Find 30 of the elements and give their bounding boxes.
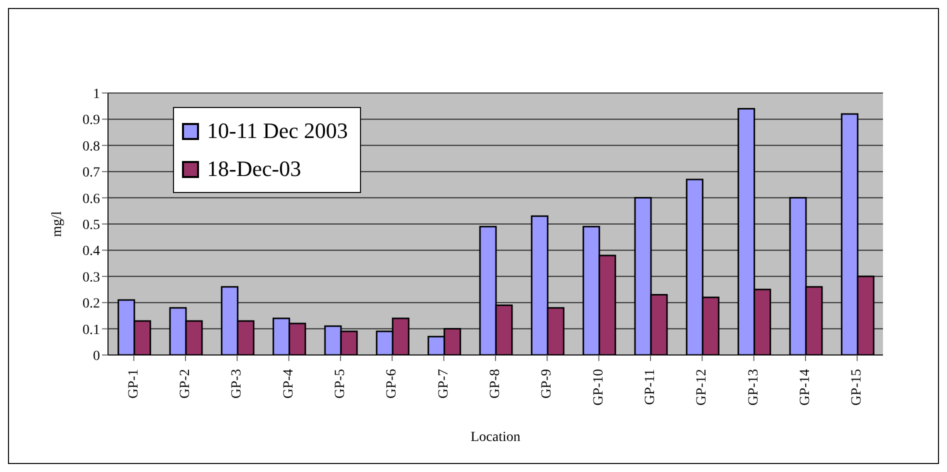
y-tick-label: 0 (93, 348, 100, 364)
x-tick-label: GP-5 (333, 369, 348, 399)
x-tick-label: GP-1 (126, 369, 142, 399)
y-tick-label: 0.3 (82, 270, 100, 286)
x-tick-label: GP-8 (488, 369, 503, 399)
x-tick-label: GP-4 (281, 369, 296, 399)
y-tick-label: 0.8 (82, 139, 100, 154)
x-tick-label: GP-13 (746, 369, 762, 406)
y-tick-label: 1 (93, 86, 100, 102)
x-tick-label: GP-11 (643, 369, 658, 406)
y-axis-title: mg/l (50, 211, 65, 237)
legend-label: 10-11 Dec 2003 (207, 117, 348, 145)
y-tick-label: 0.7 (82, 166, 100, 181)
y-tick-label: 0.1 (82, 322, 100, 338)
y-tick-label: 0.9 (82, 113, 100, 128)
x-tick-label: GP-6 (384, 369, 400, 399)
x-tick-label: GP-7 (436, 369, 452, 399)
x-tick-label: GP-15 (850, 369, 865, 406)
legend-label: 18-Dec-03 (207, 155, 302, 183)
x-axis-title: Location (470, 430, 520, 445)
x-tick-label: GP-9 (540, 369, 555, 399)
y-tick-label: 0.2 (82, 296, 100, 312)
x-tick-label: GP-2 (178, 369, 193, 399)
x-tick-label: GP-14 (798, 369, 813, 406)
x-tick-label: GP-12 (694, 369, 710, 406)
y-tick-label: 0.6 (82, 192, 100, 207)
y-tick-label: 0.4 (82, 244, 100, 260)
x-tick-label: GP-10 (591, 369, 606, 406)
y-tick-label: 0.5 (82, 218, 100, 233)
x-tick-label: GP-3 (230, 369, 245, 399)
